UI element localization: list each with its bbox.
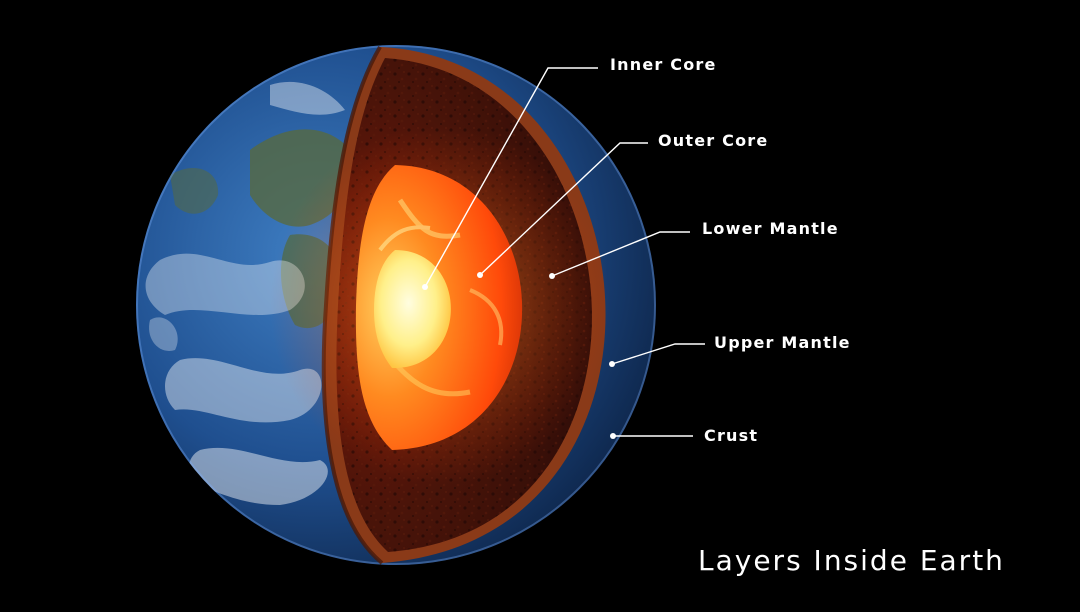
leader-dots xyxy=(422,272,616,439)
label-crust: Crust xyxy=(704,426,759,445)
leader-lower-mantle xyxy=(551,231,690,277)
dot-outer-core xyxy=(477,272,483,278)
leader-inner-core xyxy=(424,67,598,288)
leader-outer-core xyxy=(479,142,648,276)
inner-core-layer xyxy=(374,250,451,369)
diagram-title: Layers Inside Earth xyxy=(698,544,1005,577)
dot-upper-mantle xyxy=(609,361,615,367)
label-inner-core: Inner Core xyxy=(610,55,717,74)
dot-lower-mantle xyxy=(549,273,555,279)
leader-lines xyxy=(424,67,705,437)
dot-inner-core xyxy=(422,284,428,290)
leader-upper-mantle xyxy=(611,343,705,365)
label-lower-mantle: Lower Mantle xyxy=(702,219,839,238)
label-upper-mantle: Upper Mantle xyxy=(714,333,851,352)
label-outer-core: Outer Core xyxy=(658,131,769,150)
dot-crust xyxy=(610,433,616,439)
